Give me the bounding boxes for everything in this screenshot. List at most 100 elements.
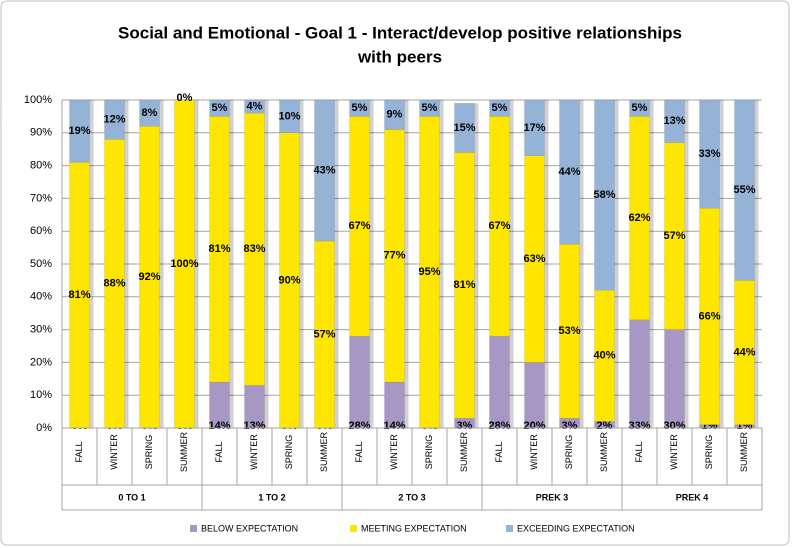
value-label: 19% [68,125,90,137]
bar-segment [314,99,335,242]
value-label: 67% [488,220,510,232]
bar-side [509,100,514,117]
bar-segment [524,99,545,157]
group-label: 1 TO 2 [258,492,285,502]
x-tick-label: FALL [74,441,84,462]
bar-side [229,100,234,117]
y-tick-label: 90% [30,127,52,139]
bar-side [229,382,234,428]
bar-side [579,244,584,419]
value-label: 66% [698,310,720,322]
bar-side [509,336,514,428]
bar-side [474,418,479,428]
bar-segment [489,335,510,429]
x-tick-label: SPRING [704,435,714,470]
bar-segment [629,99,650,117]
value-label: 12% [103,114,125,126]
bar-side [439,116,444,429]
x-tick-label: WINTER [389,434,399,470]
bar-segment [699,207,720,425]
value-label: 77% [383,250,405,262]
bar-segment [559,99,580,245]
value-label: 10% [278,110,300,122]
bar-segment [69,99,90,163]
value-label: 95% [418,266,440,278]
bar-segment [664,99,685,143]
bar-side [719,424,724,428]
bar-side [544,362,549,428]
bar-side [404,382,409,428]
value-label: 63% [523,253,545,265]
bar-side [509,116,514,337]
value-label: 92% [138,271,160,283]
bar-side [719,208,724,425]
y-tick-label: 100% [24,94,52,106]
value-label: 8% [142,107,158,119]
bar-segment [209,99,230,117]
y-tick-label: 80% [30,160,52,172]
bar-side [159,100,164,127]
x-tick-label: FALL [354,441,364,462]
legend-label: EXCEEDING EXPECTATION [517,523,635,533]
group-label: 2 TO 3 [398,492,425,502]
value-label: 13% [663,115,685,127]
bar-segment [454,103,475,153]
bar-side [474,152,479,419]
value-label: 5% [492,102,508,114]
value-label: 20% [523,420,545,432]
group-label: PREK 4 [676,492,709,502]
bar-side [369,116,374,337]
x-tick-label: WINTER [109,434,119,470]
x-tick-label: SPRING [284,435,294,470]
value-label: 81% [208,243,230,255]
legend-swatch [190,525,197,532]
value-label: 3% [457,420,473,432]
value-label: 44% [733,346,755,358]
value-label: 57% [313,328,335,340]
bar-side [89,100,94,163]
value-label: 81% [68,289,90,301]
chart-title: with peers [357,47,442,66]
value-label: 90% [278,274,300,286]
value-label: 15% [453,122,475,134]
x-tick-label: SPRING [424,435,434,470]
x-tick-label: WINTER [669,434,679,470]
bar-side [614,100,619,291]
bar-side [334,241,339,428]
y-tick-label: 0% [36,422,52,434]
x-tick-label: SUMMER [319,432,329,472]
bar-side [299,100,304,133]
legend-label: BELOW EXPECTATION [201,523,298,533]
bar-side [404,129,409,383]
bar-side [439,100,444,117]
bar-side [614,421,619,428]
value-label: 53% [558,325,580,337]
bar-segment [524,362,545,429]
bar-segment [349,99,370,117]
bar-side [229,116,234,383]
y-tick-label: 40% [30,291,52,303]
bar-segment [489,99,510,117]
bar-side [369,336,374,428]
value-label: 13% [243,420,265,432]
group-label: PREK 3 [536,492,569,502]
x-tick-label: WINTER [249,434,259,470]
value-label: 88% [103,278,125,290]
value-label: 14% [208,420,230,432]
bar-side [754,100,759,281]
bar-side [719,100,724,209]
bar-side [264,100,269,114]
x-tick-label: WINTER [529,434,539,470]
bar-side [614,290,619,422]
y-tick-label: 10% [30,389,52,401]
bar-segment [419,99,440,117]
value-label: 28% [348,420,370,432]
bar-segment [699,99,720,209]
value-label: 3% [562,420,578,432]
value-label: 28% [488,420,510,432]
value-label: 55% [733,184,755,196]
y-tick-label: 60% [30,225,52,237]
bar-side [264,385,269,428]
chart-title: Social and Emotional - Goal 1 - Interact… [118,23,682,42]
bar-side [299,132,304,429]
